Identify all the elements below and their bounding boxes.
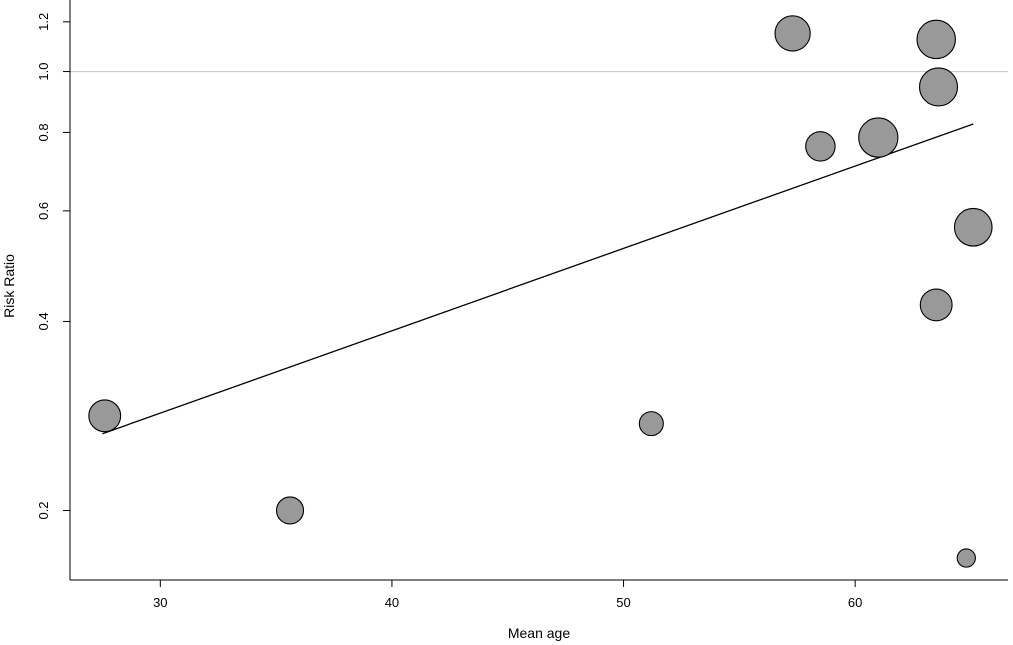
data-point	[956, 548, 976, 568]
y-tick-label: 1.2	[36, 13, 51, 31]
data-point	[805, 131, 836, 162]
x-axis-title: Mean age	[508, 625, 570, 641]
data-point	[88, 399, 122, 433]
y-tick-label: 0.6	[36, 202, 51, 220]
x-tick-label: 60	[848, 595, 862, 610]
y-tick-label: 0.4	[36, 312, 51, 330]
data-point	[953, 207, 993, 247]
data-point	[919, 288, 953, 322]
x-tick-label: 30	[153, 595, 167, 610]
y-axis-title: Risk Ratio	[1, 254, 17, 318]
x-tick-label: 40	[385, 595, 399, 610]
data-point	[774, 15, 811, 52]
x-tick-label: 50	[616, 595, 630, 610]
y-tick-label: 0.8	[36, 123, 51, 141]
data-point	[918, 67, 959, 107]
regression-line	[102, 123, 974, 435]
data-point	[858, 117, 899, 158]
data-point	[275, 496, 305, 525]
y-tick-label: 0.2	[36, 501, 51, 519]
data-point	[638, 411, 664, 437]
data-point	[916, 19, 956, 60]
y-tick-label: 1.0	[36, 63, 51, 81]
